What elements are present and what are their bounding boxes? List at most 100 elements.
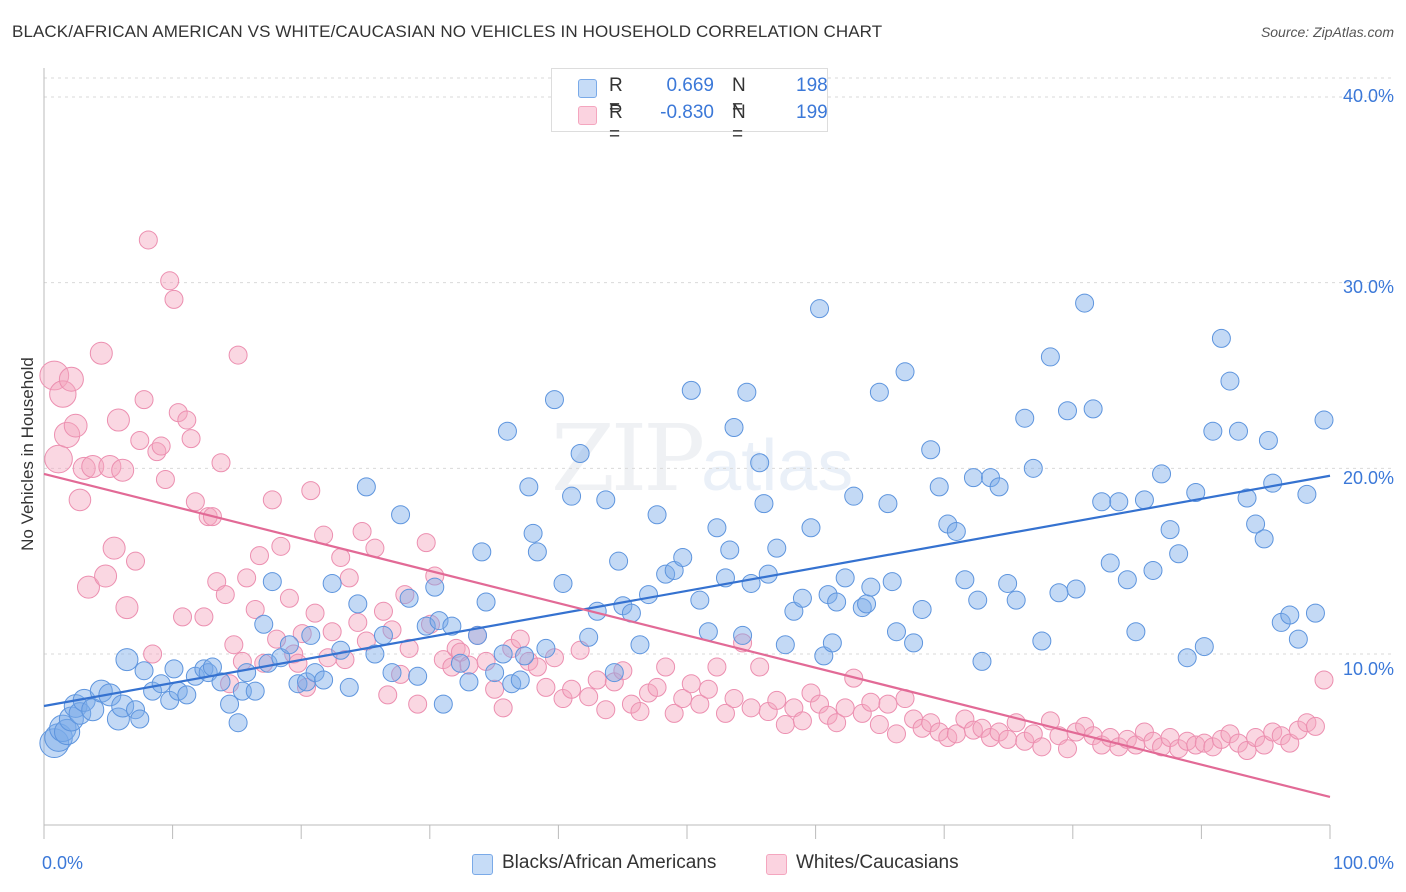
white-caucasian-point (173, 607, 193, 627)
white-caucasian-point (767, 690, 787, 710)
white-caucasian-point (181, 429, 201, 449)
y-tick-label: 20.0% (1342, 468, 1394, 488)
black-african-american-point (245, 681, 265, 701)
black-african-american-point (921, 440, 941, 460)
black-african-american-point (527, 542, 547, 562)
black-african-american-point (1126, 622, 1146, 642)
black-african-american-point (801, 518, 821, 538)
white-caucasian-point (493, 698, 513, 718)
white-caucasian-point (352, 521, 372, 541)
black-african-american-point (861, 577, 881, 597)
black-african-american-point (553, 573, 573, 593)
black-african-american-point (1057, 401, 1077, 421)
black-african-american-point (126, 700, 146, 720)
white-caucasian-point (1032, 737, 1052, 757)
x-tick-label-max: 100.0% (1332, 853, 1394, 873)
white-caucasian-point (111, 458, 135, 482)
white-caucasian-point (827, 713, 847, 733)
white-caucasian-point (596, 700, 616, 720)
black-african-american-point (373, 625, 393, 645)
black-african-american-point (724, 417, 744, 437)
black-african-american-point (468, 625, 488, 645)
white-caucasian-point (72, 456, 96, 480)
white-caucasian-point (998, 729, 1018, 749)
black-african-american-point (450, 653, 470, 673)
black-african-american-point (391, 505, 411, 525)
black-african-american-point (767, 538, 787, 558)
trend-lines (43, 472, 1331, 799)
white-caucasian-point (681, 674, 701, 694)
black-african-american-point (472, 542, 492, 562)
white-caucasian-point (587, 670, 607, 690)
black-african-american-point (356, 477, 376, 497)
black-african-american-point (733, 625, 753, 645)
black-african-american-point (822, 633, 842, 653)
black-african-american-point (878, 494, 898, 514)
legend-swatch-blacks (578, 79, 597, 98)
black-african-american-point (1100, 553, 1120, 573)
black-african-american-point (262, 572, 282, 592)
black-african-american-point (972, 651, 992, 671)
black-african-american-point (220, 694, 240, 714)
black-african-american-point (1092, 492, 1112, 512)
black-african-american-point (596, 490, 616, 510)
white-caucasian-point (237, 568, 257, 588)
white-caucasian-point (707, 657, 727, 677)
black-african-american-point (775, 635, 795, 655)
series-blacks-points (39, 293, 1334, 759)
black-african-american-point (339, 677, 359, 697)
black-african-american-point (1117, 570, 1137, 590)
black-african-american-point (698, 622, 718, 642)
black-african-american-point (1143, 560, 1163, 580)
legend-n-value: 199 (796, 102, 828, 123)
white-caucasian-point (81, 454, 105, 478)
black-african-american-point (754, 494, 774, 514)
trend-line-whites (43, 472, 1331, 799)
white-caucasian-point (630, 702, 650, 722)
white-caucasian-point (58, 366, 84, 392)
chart-source: Source: ZipAtlas.com (1260, 24, 1394, 40)
y-axis-label: No Vehicles in Household (18, 357, 37, 551)
black-african-american-point (433, 694, 453, 714)
trend-line-blacks (43, 474, 1331, 708)
black-african-american-point (720, 540, 740, 560)
white-caucasian-point (271, 536, 291, 556)
black-african-american-point (673, 547, 693, 567)
white-caucasian-point (143, 644, 163, 664)
black-african-american-point (639, 585, 659, 605)
black-african-american-point (1237, 488, 1257, 508)
black-african-american-point (485, 663, 505, 683)
white-caucasian-point (98, 454, 122, 478)
white-caucasian-point (373, 601, 393, 621)
white-caucasian-point (861, 692, 881, 712)
grid-lines (44, 77, 1395, 655)
white-caucasian-point (115, 596, 139, 620)
white-caucasian-point (878, 694, 898, 714)
white-caucasian-point (305, 603, 325, 623)
white-caucasian-point (49, 380, 77, 408)
black-african-american-point (399, 588, 419, 608)
black-african-american-point (1160, 520, 1180, 540)
black-african-american-point (382, 663, 402, 683)
white-caucasian-point (527, 657, 547, 677)
black-african-american-point (459, 672, 479, 692)
black-african-american-point (111, 694, 135, 718)
black-african-american-point (963, 468, 983, 488)
white-caucasian-point (89, 341, 113, 365)
black-african-american-point (1040, 347, 1060, 367)
black-african-american-point (869, 382, 889, 402)
black-african-american-point (630, 635, 650, 655)
black-african-american-point (1288, 629, 1308, 649)
white-caucasian-point (130, 430, 150, 450)
black-african-american-point (810, 299, 830, 319)
black-african-american-point (497, 421, 517, 441)
black-african-american-point (130, 709, 150, 729)
white-caucasian-point (215, 585, 235, 605)
white-caucasian-point (76, 575, 100, 599)
legend-n-label: N = (732, 75, 746, 118)
white-caucasian-point (44, 444, 73, 474)
black-african-american-point (515, 646, 535, 666)
black-african-american-point (1015, 408, 1035, 428)
black-african-american-point (134, 661, 154, 681)
